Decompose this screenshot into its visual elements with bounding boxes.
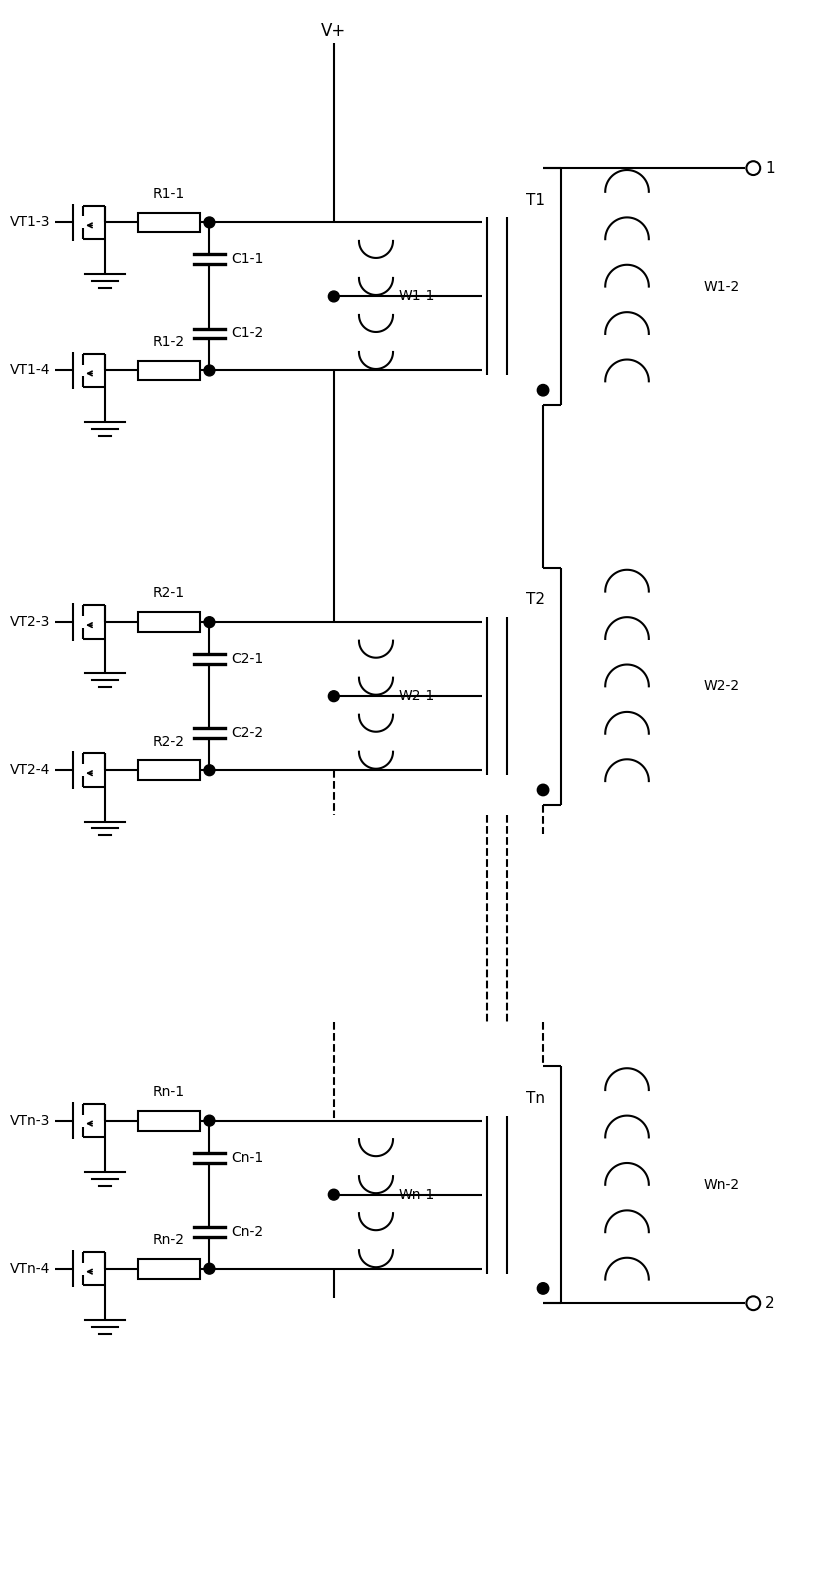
Bar <box>138 213 199 232</box>
Text: VT2-3: VT2-3 <box>10 616 50 628</box>
Circle shape <box>537 384 549 395</box>
Text: Rn-2: Rn-2 <box>153 1233 185 1247</box>
Text: R1-2: R1-2 <box>153 335 185 348</box>
Text: VTn-4: VTn-4 <box>10 1262 50 1276</box>
Bar <box>138 1258 199 1279</box>
Text: W2-1: W2-1 <box>399 690 435 702</box>
Circle shape <box>204 617 215 627</box>
Circle shape <box>204 217 215 228</box>
Text: V+: V+ <box>321 22 346 39</box>
Text: T2: T2 <box>526 592 546 608</box>
Circle shape <box>204 765 215 775</box>
Text: 1: 1 <box>765 161 775 176</box>
Text: C2-1: C2-1 <box>231 652 263 666</box>
Bar <box>138 361 199 380</box>
Circle shape <box>204 365 215 376</box>
Text: VT1-4: VT1-4 <box>10 364 50 378</box>
Bar <box>138 761 199 780</box>
Text: W2-2: W2-2 <box>704 679 740 693</box>
Circle shape <box>747 161 760 175</box>
Text: R1-1: R1-1 <box>153 187 185 200</box>
Text: Wn-1: Wn-1 <box>399 1188 435 1202</box>
Text: R2-2: R2-2 <box>153 734 185 748</box>
Text: 2: 2 <box>765 1296 775 1310</box>
Bar <box>138 613 199 632</box>
Circle shape <box>747 1296 760 1310</box>
Text: W1-2: W1-2 <box>704 280 740 293</box>
Circle shape <box>328 291 339 302</box>
Circle shape <box>204 1263 215 1274</box>
Text: T1: T1 <box>526 192 546 208</box>
Circle shape <box>328 691 339 701</box>
Circle shape <box>204 1115 215 1126</box>
Bar <box>138 1110 199 1131</box>
Text: R2-1: R2-1 <box>153 586 185 600</box>
Text: Wn-2: Wn-2 <box>704 1178 740 1192</box>
Text: W1-1: W1-1 <box>399 290 435 304</box>
Text: C1-1: C1-1 <box>231 252 263 266</box>
Circle shape <box>328 1189 339 1200</box>
Text: VTn-3: VTn-3 <box>10 1114 50 1128</box>
Circle shape <box>537 1282 549 1295</box>
Text: VT2-4: VT2-4 <box>10 764 50 776</box>
Text: Cn-1: Cn-1 <box>231 1151 263 1164</box>
Circle shape <box>537 784 549 795</box>
Text: Cn-2: Cn-2 <box>231 1225 263 1238</box>
Text: VT1-3: VT1-3 <box>10 216 50 230</box>
Text: Rn-1: Rn-1 <box>153 1085 185 1099</box>
Text: C2-2: C2-2 <box>231 726 263 740</box>
Text: Tn: Tn <box>526 1091 546 1106</box>
Text: C1-2: C1-2 <box>231 326 263 340</box>
